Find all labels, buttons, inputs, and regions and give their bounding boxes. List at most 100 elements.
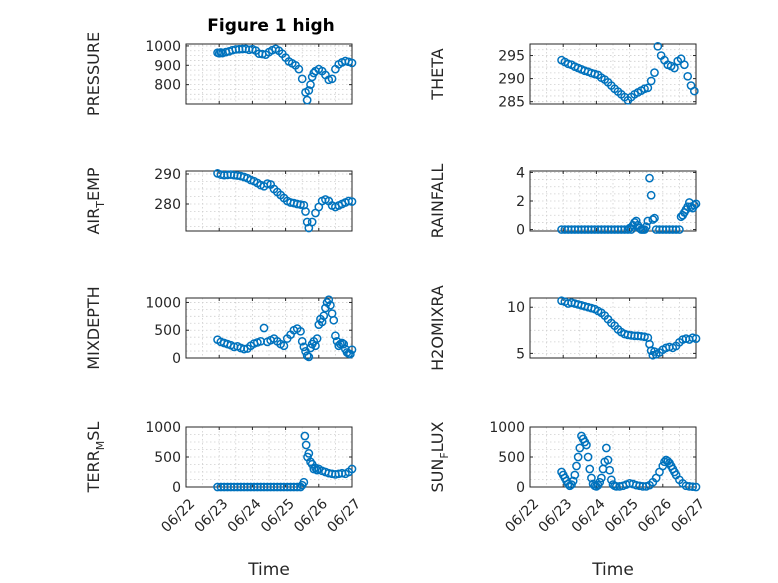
x-tick-label: 06/24 <box>569 496 609 536</box>
axes-box <box>185 43 353 105</box>
data-point <box>296 326 305 336</box>
y-tick-label: 800 <box>154 78 181 94</box>
data-point <box>292 482 302 492</box>
subplot-4: 0 2 4 RAINFALL <box>428 164 701 239</box>
y-tick-label: 500 <box>154 323 181 339</box>
x-axis-label: Time <box>247 560 290 580</box>
data-point <box>623 225 633 234</box>
data-point <box>327 74 337 84</box>
data-point <box>296 200 305 209</box>
data-point <box>585 464 595 474</box>
y-tick-label: 0 <box>516 223 525 239</box>
data-point <box>572 461 581 471</box>
data-point <box>691 482 701 492</box>
x-tick-label: 06/27 <box>324 496 364 536</box>
x-tick-label: 06/22 <box>502 496 542 536</box>
data-point <box>297 74 307 84</box>
data-point <box>688 482 698 492</box>
data-point <box>299 477 309 487</box>
data-point <box>297 336 307 346</box>
data-point <box>573 452 583 462</box>
data-point <box>646 76 656 86</box>
data-point <box>653 41 663 51</box>
x-tick-label: 06/23 <box>192 496 232 536</box>
data-point <box>683 71 693 81</box>
x-axis-label: Time <box>591 560 634 580</box>
x-tick-label: 06/26 <box>291 496 331 536</box>
data-point <box>336 339 345 349</box>
data-point <box>304 86 314 95</box>
data-point <box>570 470 580 480</box>
subplot-5: 0 500 1000 MIXDEPTH <box>84 286 357 370</box>
data-point <box>326 300 335 310</box>
data-point <box>344 196 354 206</box>
data-point <box>301 440 311 450</box>
data-point <box>345 349 355 359</box>
subplot-3: 280 290 AIRTEMP <box>84 167 357 235</box>
data-point <box>568 476 578 486</box>
data-point <box>307 217 317 227</box>
data-point <box>603 455 613 465</box>
data-point <box>660 457 669 467</box>
y-tick-label: 1000 <box>145 295 181 311</box>
y-axis-label: AIRTEMP <box>84 167 107 234</box>
data-point <box>239 344 249 354</box>
data-point <box>302 217 312 227</box>
data-point <box>319 311 329 321</box>
data-point <box>339 339 349 349</box>
data-point <box>597 473 606 483</box>
data-point <box>279 341 289 351</box>
data-point <box>631 216 641 226</box>
axes-box <box>185 297 353 359</box>
data-point <box>294 64 304 74</box>
y-axis-label: MIXDEPTH <box>84 286 103 369</box>
y-axis-label: TERRMSL <box>84 422 107 494</box>
subplot-6: 5 10 H2OMIXRA <box>428 285 701 371</box>
subplot-2: 285 290 295 THETA <box>428 41 699 111</box>
y-tick-label: 900 <box>154 58 181 74</box>
y-tick-label: 280 <box>154 197 181 213</box>
data-point <box>671 225 681 234</box>
y-axis-label: RAINFALL <box>428 164 447 239</box>
data-point <box>689 200 699 210</box>
data-point <box>347 464 357 474</box>
data-point <box>306 80 315 89</box>
axes-box <box>529 43 697 105</box>
data-point <box>602 443 611 453</box>
y-tick-label: 500 <box>154 450 181 466</box>
data-point <box>301 207 310 216</box>
y-tick-label: 10 <box>507 300 525 316</box>
y-axis-label: THETA <box>428 48 447 100</box>
axes-box <box>529 297 697 359</box>
data-point <box>300 431 310 441</box>
data-point <box>347 345 357 355</box>
y-tick-label: 2 <box>516 194 525 210</box>
data-point <box>643 83 653 93</box>
data-point <box>675 225 684 234</box>
x-tick-label: 06/25 <box>602 496 642 536</box>
figure-title: Figure 1 high <box>207 16 335 36</box>
y-tick-label: 1000 <box>145 39 181 55</box>
y-tick-label: 0 <box>516 480 525 496</box>
y-tick-label: 295 <box>498 49 525 65</box>
y-tick-label: 285 <box>498 95 525 111</box>
y-axis-label: H2OMIXRA <box>428 285 447 371</box>
y-tick-label: 500 <box>498 450 525 466</box>
data-point <box>650 213 659 223</box>
y-tick-label: 4 <box>516 165 525 181</box>
y-axis-label: SUNFLUX <box>428 421 451 492</box>
x-tick-label: 06/23 <box>536 496 576 536</box>
x-tick-label: 06/26 <box>635 496 675 536</box>
y-tick-label: 0 <box>172 351 181 367</box>
data-point <box>646 190 656 200</box>
data-point <box>582 440 591 450</box>
data-point <box>312 334 322 343</box>
x-tick-label: 06/27 <box>668 496 708 536</box>
data-point <box>691 334 701 343</box>
data-point <box>641 222 651 232</box>
data-point <box>605 465 615 475</box>
y-tick-label: 5 <box>516 346 525 362</box>
